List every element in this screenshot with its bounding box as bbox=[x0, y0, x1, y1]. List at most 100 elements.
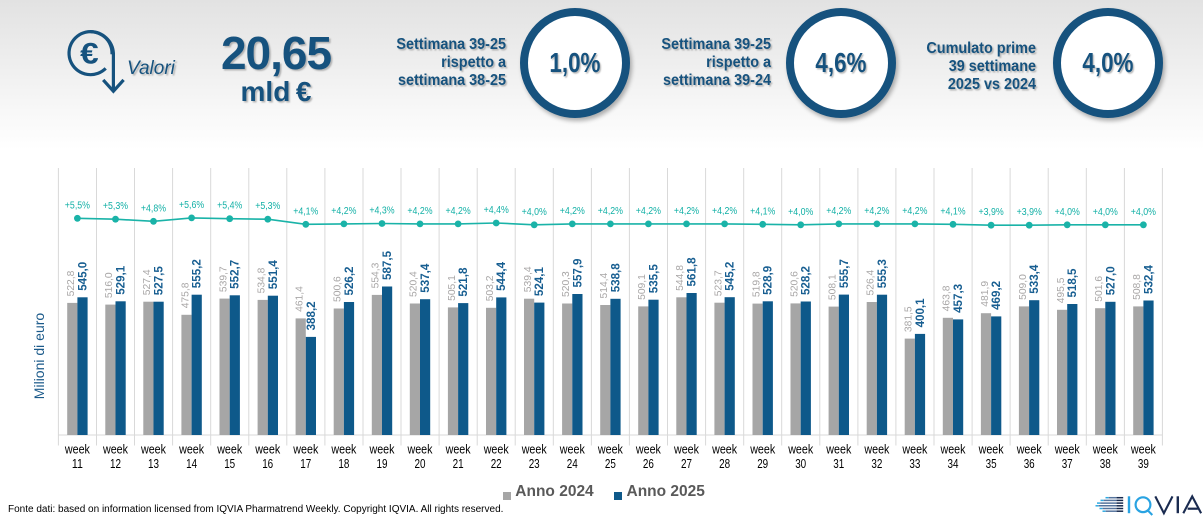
svg-text:33: 33 bbox=[909, 457, 920, 471]
svg-text:+4,2%: +4,2% bbox=[598, 206, 623, 217]
svg-text:388,2: 388,2 bbox=[305, 301, 318, 330]
svg-text:+4,1%: +4,1% bbox=[940, 206, 965, 217]
svg-text:23: 23 bbox=[529, 457, 540, 471]
svg-text:+4,2%: +4,2% bbox=[902, 206, 927, 217]
svg-text:week: week bbox=[902, 443, 928, 457]
svg-text:12: 12 bbox=[110, 457, 121, 471]
svg-text:381,5: 381,5 bbox=[904, 306, 915, 332]
svg-text:514,4: 514,4 bbox=[599, 272, 610, 298]
svg-text:463,8: 463,8 bbox=[942, 285, 953, 311]
svg-text:29: 29 bbox=[757, 457, 768, 471]
svg-text:523,7: 523,7 bbox=[713, 270, 724, 296]
svg-text:week: week bbox=[102, 443, 128, 457]
svg-text:26: 26 bbox=[643, 457, 654, 471]
svg-text:+5,3%: +5,3% bbox=[103, 201, 128, 212]
svg-text:week: week bbox=[483, 443, 509, 457]
svg-text:32: 32 bbox=[871, 457, 882, 471]
svg-text:20: 20 bbox=[415, 457, 426, 471]
svg-text:508,8: 508,8 bbox=[1132, 274, 1143, 300]
svg-text:+4,2%: +4,2% bbox=[331, 206, 356, 217]
svg-text:461,4: 461,4 bbox=[295, 286, 306, 312]
svg-text:526,4: 526,4 bbox=[866, 269, 877, 295]
svg-text:Milioni di euro: Milioni di euro bbox=[31, 313, 47, 400]
svg-text:27: 27 bbox=[681, 457, 692, 471]
svg-text:+4,0%: +4,0% bbox=[788, 207, 813, 218]
svg-text:508,1: 508,1 bbox=[828, 274, 839, 300]
svg-text:€: € bbox=[80, 37, 99, 70]
svg-text:+4,4%: +4,4% bbox=[484, 205, 509, 216]
svg-text:week: week bbox=[1016, 443, 1042, 457]
svg-text:week: week bbox=[940, 443, 966, 457]
svg-text:+3,9%: +3,9% bbox=[1017, 207, 1042, 218]
svg-text:week: week bbox=[635, 443, 661, 457]
svg-text:week: week bbox=[407, 443, 433, 457]
svg-text:+4,2%: +4,2% bbox=[826, 206, 851, 217]
svg-text:14: 14 bbox=[186, 457, 197, 471]
svg-text:534,8: 534,8 bbox=[257, 267, 268, 293]
svg-text:+4,2%: +4,2% bbox=[712, 206, 737, 217]
svg-text:527,0: 527,0 bbox=[1104, 266, 1117, 295]
svg-text:501,6: 501,6 bbox=[1094, 276, 1105, 302]
svg-text:11: 11 bbox=[72, 457, 83, 471]
svg-text:555,7: 555,7 bbox=[838, 259, 851, 288]
svg-text:+4,0%: +4,0% bbox=[1131, 207, 1156, 218]
svg-text:555,3: 555,3 bbox=[876, 259, 889, 289]
svg-text:28: 28 bbox=[719, 457, 730, 471]
svg-text:527,5: 527,5 bbox=[153, 266, 166, 296]
svg-text:week: week bbox=[1130, 443, 1156, 457]
svg-text:505,1: 505,1 bbox=[447, 275, 458, 301]
svg-text:week: week bbox=[864, 443, 890, 457]
svg-text:16: 16 bbox=[262, 457, 273, 471]
svg-text:week: week bbox=[178, 443, 204, 457]
svg-text:544,8: 544,8 bbox=[675, 265, 686, 291]
svg-text:13: 13 bbox=[148, 457, 159, 471]
svg-text:25: 25 bbox=[605, 457, 616, 471]
svg-text:495,5: 495,5 bbox=[1056, 277, 1067, 303]
svg-text:554,3: 554,3 bbox=[371, 262, 382, 288]
svg-text:week: week bbox=[559, 443, 585, 457]
svg-text:31: 31 bbox=[833, 457, 844, 471]
svg-text:533,4: 533,4 bbox=[1028, 264, 1041, 294]
svg-text:+5,3%: +5,3% bbox=[255, 201, 280, 212]
svg-text:34: 34 bbox=[948, 457, 959, 471]
svg-text:37: 37 bbox=[1062, 457, 1073, 471]
svg-text:528,2: 528,2 bbox=[800, 266, 813, 295]
svg-text:527,4: 527,4 bbox=[142, 269, 153, 295]
svg-text:19: 19 bbox=[377, 457, 388, 471]
svg-text:18: 18 bbox=[338, 457, 349, 471]
svg-text:15: 15 bbox=[224, 457, 235, 471]
svg-text:561,8: 561,8 bbox=[686, 257, 699, 287]
svg-text:week: week bbox=[445, 443, 471, 457]
svg-text:week: week bbox=[597, 443, 623, 457]
svg-text:+4,0%: +4,0% bbox=[1055, 207, 1080, 218]
svg-text:+4,0%: +4,0% bbox=[1093, 207, 1118, 218]
svg-text:+4,2%: +4,2% bbox=[407, 206, 432, 217]
svg-text:+4,3%: +4,3% bbox=[369, 206, 394, 217]
svg-text:21: 21 bbox=[453, 457, 464, 471]
svg-text:520,4: 520,4 bbox=[409, 271, 420, 297]
svg-text:+4,2%: +4,2% bbox=[560, 206, 585, 217]
svg-text:week: week bbox=[254, 443, 280, 457]
svg-text:520,3: 520,3 bbox=[561, 271, 572, 297]
svg-text:35: 35 bbox=[986, 457, 997, 471]
svg-text:week: week bbox=[1092, 443, 1118, 457]
svg-text:week: week bbox=[1054, 443, 1080, 457]
svg-text:516,0: 516,0 bbox=[104, 272, 115, 298]
svg-text:400,1: 400,1 bbox=[914, 298, 927, 328]
svg-text:week: week bbox=[292, 443, 318, 457]
svg-text:545,2: 545,2 bbox=[724, 262, 737, 291]
svg-text:week: week bbox=[64, 443, 90, 457]
svg-text:503,2: 503,2 bbox=[485, 275, 496, 301]
svg-text:week: week bbox=[825, 443, 851, 457]
svg-text:521,8: 521,8 bbox=[457, 267, 470, 297]
svg-text:+5,5%: +5,5% bbox=[65, 200, 90, 211]
svg-text:+4,2%: +4,2% bbox=[636, 206, 661, 217]
svg-text:week: week bbox=[140, 443, 166, 457]
svg-text:30: 30 bbox=[795, 457, 806, 471]
svg-text:week: week bbox=[749, 443, 775, 457]
svg-text:545,0: 545,0 bbox=[76, 262, 89, 291]
svg-text:551,4: 551,4 bbox=[267, 260, 280, 290]
svg-text:24: 24 bbox=[567, 457, 578, 471]
svg-text:526,2: 526,2 bbox=[343, 266, 356, 295]
svg-text:557,9: 557,9 bbox=[571, 258, 584, 288]
